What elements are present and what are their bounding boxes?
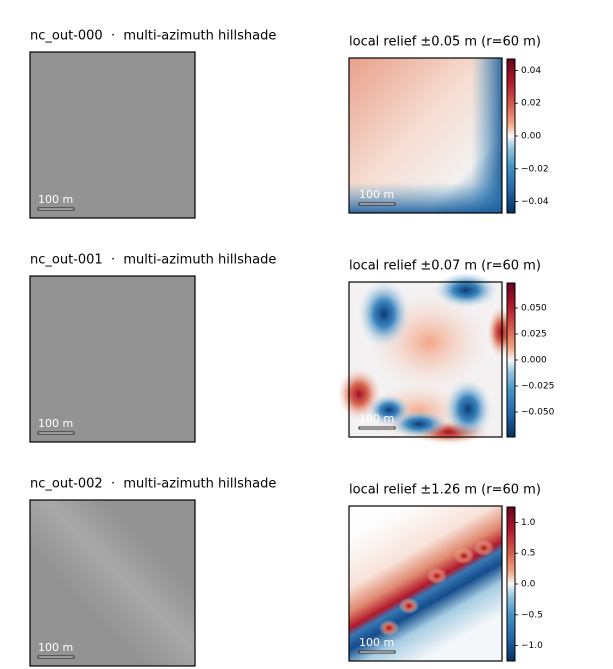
- scale-bar-label: 100 m: [38, 193, 73, 206]
- relief-frame: [348, 505, 503, 662]
- relief-blob: [434, 272, 498, 308]
- relief-title: local relief ±1.26 m (r=60 m): [349, 483, 541, 498]
- relief-frame: [348, 281, 503, 438]
- hillshade-image: [29, 499, 196, 667]
- relief-title: local relief ±0.07 m (r=60 m): [349, 259, 541, 274]
- colorbar-tick-label: 0.025: [521, 329, 547, 339]
- colorbar-tick-label: 0.04: [521, 66, 541, 76]
- relief-frame: [348, 57, 503, 214]
- relief-blob: [379, 620, 399, 636]
- colorbar-tick-label: 0.02: [521, 99, 541, 109]
- scale-bar-label: 100 m: [38, 641, 73, 654]
- colorbar: [506, 58, 516, 214]
- scale-bar-label: 100 m: [359, 412, 394, 425]
- scale-bar: [358, 202, 396, 206]
- scale-bar: [37, 431, 75, 435]
- relief-blob: [367, 394, 411, 426]
- hillshade-title: nc_out-000 · multi-azimuth hillshade: [30, 29, 276, 44]
- relief-shade: [349, 58, 502, 213]
- colorbar-tick-label: −1.0: [521, 641, 543, 651]
- hillshade-title: nc_out-002 · multi-azimuth hillshade: [30, 477, 276, 492]
- scale-bar: [358, 426, 396, 430]
- colorbar-tick-label: 0.000: [521, 356, 547, 366]
- relief-blob: [358, 280, 410, 348]
- relief-blob: [474, 540, 494, 556]
- scale-bar-label: 100 m: [359, 636, 394, 649]
- colorbar-tick-label: −0.04: [521, 197, 549, 207]
- colorbar-tick-label: 0.050: [521, 303, 547, 313]
- hillshade-image: [29, 275, 196, 443]
- scale-bar-label: 100 m: [38, 417, 73, 430]
- relief-image: [349, 506, 502, 661]
- colorbar: [506, 506, 516, 662]
- scale-bar: [358, 650, 396, 654]
- colorbar-tick-label: 0.0: [521, 580, 536, 590]
- colorbar-tick-label: −0.050: [521, 408, 555, 418]
- relief-title: local relief ±0.05 m (r=60 m): [349, 35, 541, 50]
- colorbar-tick-label: −0.02: [521, 164, 549, 174]
- colorbar-tick-label: 0.5: [521, 549, 535, 559]
- relief-blob: [427, 568, 447, 584]
- relief-blob: [399, 598, 419, 614]
- colorbar-tick-label: −0.025: [521, 382, 554, 392]
- scale-bar-label: 100 m: [359, 188, 394, 201]
- colorbar-tick-label: −0.5: [521, 610, 543, 620]
- colorbar-tick-label: 0.00: [521, 132, 541, 142]
- relief-blob: [444, 379, 492, 439]
- relief-blob: [454, 548, 474, 564]
- scale-bar: [37, 655, 75, 659]
- hillshade-title: nc_out-001 · multi-azimuth hillshade: [30, 253, 276, 268]
- colorbar-tick-label: 1.0: [521, 518, 536, 528]
- hillshade-image: [29, 51, 196, 219]
- colorbar: [506, 282, 516, 438]
- scale-bar: [37, 207, 75, 211]
